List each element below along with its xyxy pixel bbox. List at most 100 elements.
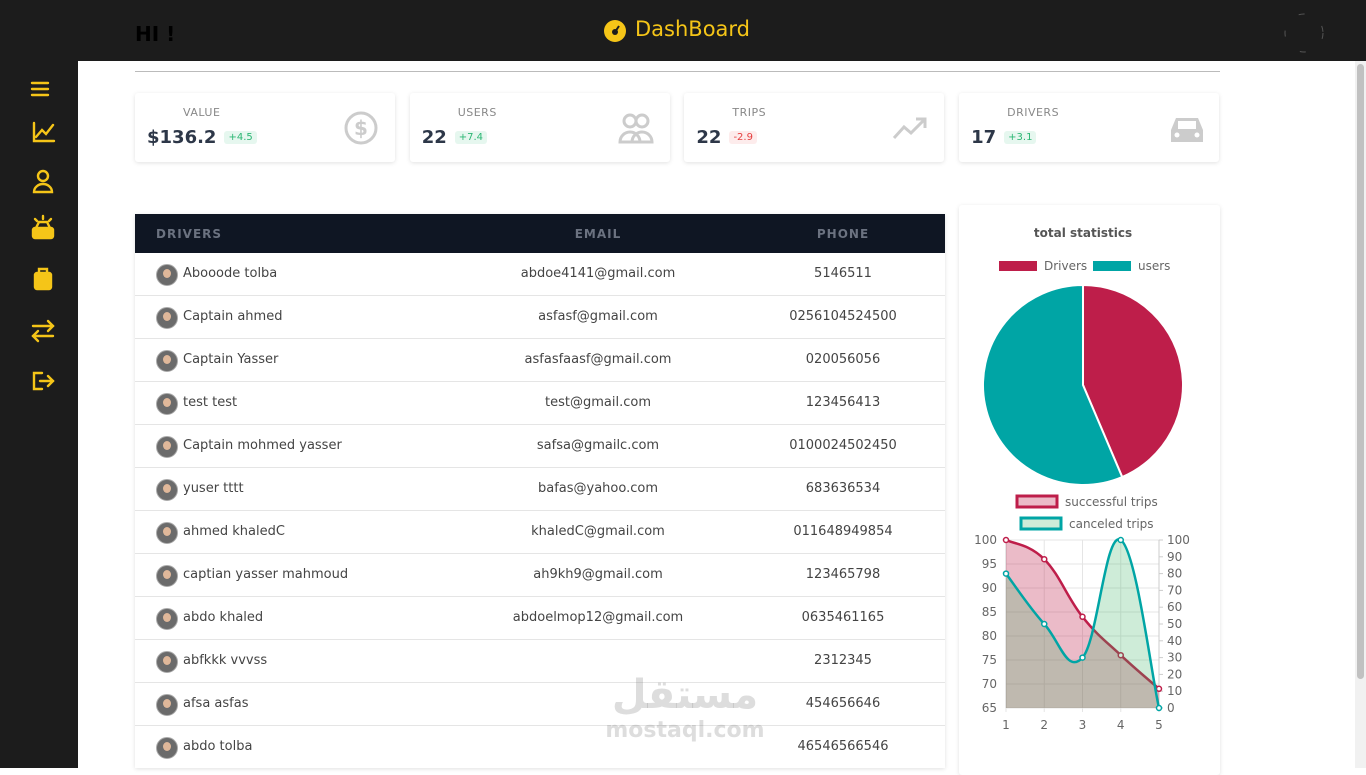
avatar-face <box>163 656 171 665</box>
table-row: abdo tolba 46546566546 <box>135 726 945 768</box>
driver-email: khaledC@gmail.com <box>531 524 665 539</box>
top-bar: HI ! DashBoard <box>0 0 1366 61</box>
divider <box>135 71 1220 72</box>
avatar <box>156 393 178 415</box>
data-point <box>1117 651 1124 659</box>
driver-phone: 123456413 <box>805 395 881 410</box>
avatar-face <box>163 527 171 536</box>
y2-tick-label: 30 <box>1167 651 1182 665</box>
stat-icon: $ <box>343 110 383 146</box>
driver-name: Abooode tolba <box>183 266 278 281</box>
stat-card: DRIVERS 17 +3.1 <box>959 93 1220 162</box>
stat-icon <box>892 110 932 146</box>
table-row: Captain mohmed yasser safsa@gmailc.com 010… <box>135 425 945 468</box>
avatar <box>156 350 178 372</box>
stat-icon <box>618 110 658 146</box>
trips-icon[interactable] <box>33 267 53 291</box>
drivers-table: DRIVERS EMAIL PHONE Abooode tolba abdoe4141… <box>135 214 945 768</box>
avatar <box>156 307 178 329</box>
x-tick-label: 5 <box>1155 718 1163 732</box>
stat-label: VALUE <box>183 106 221 119</box>
menu-icon[interactable] <box>30 81 50 97</box>
stat-number: 17 <box>971 127 997 148</box>
y-tick-label: 90 <box>982 581 997 595</box>
stat-card: VALUE $136.2 +4.5 $ <box>135 93 395 162</box>
avatar-face <box>163 742 171 751</box>
y-tick-label: 95 <box>982 557 997 571</box>
stat-change: +7.4 <box>454 131 488 144</box>
y-tick-label: 80 <box>982 629 997 643</box>
y2-tick-label: 70 <box>1167 583 1182 597</box>
user-menu[interactable] <box>1284 13 1324 53</box>
pie-slice <box>982 283 1124 486</box>
watermark-latin: mostaql.com <box>605 718 765 743</box>
legend-swatch <box>999 261 1037 271</box>
icon: $ <box>344 111 378 145</box>
driver-phone: 011648949854 <box>793 524 893 539</box>
x-tick-label: 4 <box>1117 718 1125 732</box>
avatar <box>156 565 178 587</box>
legend-label: Drivers <box>1044 259 1087 273</box>
scrollbar-thumb[interactable] <box>1357 64 1364 679</box>
driver-name: yuser tttt <box>183 481 244 496</box>
driver-name: captian yasser mahmoud <box>183 567 349 582</box>
x-tick-label: 3 <box>1079 718 1087 732</box>
greeting: HI ! <box>135 22 176 46</box>
y-tick-label: 85 <box>982 605 997 619</box>
driver-phone: 5146511 <box>814 266 872 281</box>
y2-tick-label: 50 <box>1167 617 1182 631</box>
stat-label: USERS <box>457 106 497 119</box>
stat-label: TRIPS <box>732 106 767 119</box>
stat-number: 22 <box>421 127 447 148</box>
column-header: DRIVERS <box>156 227 223 241</box>
stat-change: +4.5 <box>224 131 257 144</box>
avatar-face <box>163 699 171 708</box>
legend-swatch <box>1093 261 1131 271</box>
driver-phone: 0100024502450 <box>789 438 897 453</box>
stats-icon[interactable] <box>32 121 56 143</box>
data-point <box>1079 654 1086 661</box>
y2-tick-label: 80 <box>1167 567 1182 581</box>
data-point <box>1079 613 1086 621</box>
pie-slice <box>1082 283 1184 479</box>
driver-email: safsa@gmailc.com <box>536 438 660 453</box>
avatar <box>156 608 178 630</box>
table-row: Captain ahmed asfasf@gmail.com 02561045245… <box>135 296 945 339</box>
avatar-face <box>163 570 171 579</box>
driver-phone: 683636534 <box>805 481 881 496</box>
y2-tick-label: 60 <box>1167 600 1182 614</box>
driver-phone: 0256104524500 <box>789 309 897 324</box>
table-row: Captain Yasser asfasfaasf@gmail.com 020056… <box>135 339 945 382</box>
table-row: afsa asfas 454656646 <box>135 683 945 726</box>
avatar <box>156 694 178 716</box>
users-icon[interactable] <box>32 169 54 194</box>
avatar <box>156 436 178 458</box>
watermark: مستقل mostaql.com <box>600 672 770 743</box>
app-title: DashBoard <box>635 17 751 41</box>
stat-label: DRIVERS <box>1007 106 1060 119</box>
taxi-icon[interactable] <box>31 214 55 240</box>
driver-email: asfasf@gmail.com <box>538 309 658 324</box>
avatar <box>156 264 178 286</box>
data-point <box>1041 555 1048 563</box>
chart-title: total statistics <box>1034 226 1132 240</box>
table-row: test test test@gmail.com 123456413 <box>135 382 945 425</box>
stat-number: $136.2 <box>147 127 217 148</box>
logout-icon[interactable] <box>32 371 55 391</box>
driver-email: abdoe4141@gmail.com <box>520 266 676 281</box>
y2-tick-label: 20 <box>1167 667 1182 681</box>
driver-name: abdo khaled <box>183 610 264 625</box>
stat-change: -2.9 <box>729 131 757 144</box>
legend-swatch <box>1015 494 1059 509</box>
icon <box>618 113 654 144</box>
avatar <box>156 737 178 759</box>
driver-phone: 46546566546 <box>797 739 889 754</box>
driver-phone: 2312345 <box>814 653 872 668</box>
driver-email: ah9kh9@gmail.com <box>533 567 663 582</box>
logo-icon <box>604 20 626 42</box>
avatar-face <box>163 441 171 450</box>
data-point <box>1155 704 1163 712</box>
stat-value: 22 -2.9 <box>696 127 757 148</box>
transfer-icon[interactable] <box>31 319 55 343</box>
driver-name: test test <box>183 395 238 410</box>
